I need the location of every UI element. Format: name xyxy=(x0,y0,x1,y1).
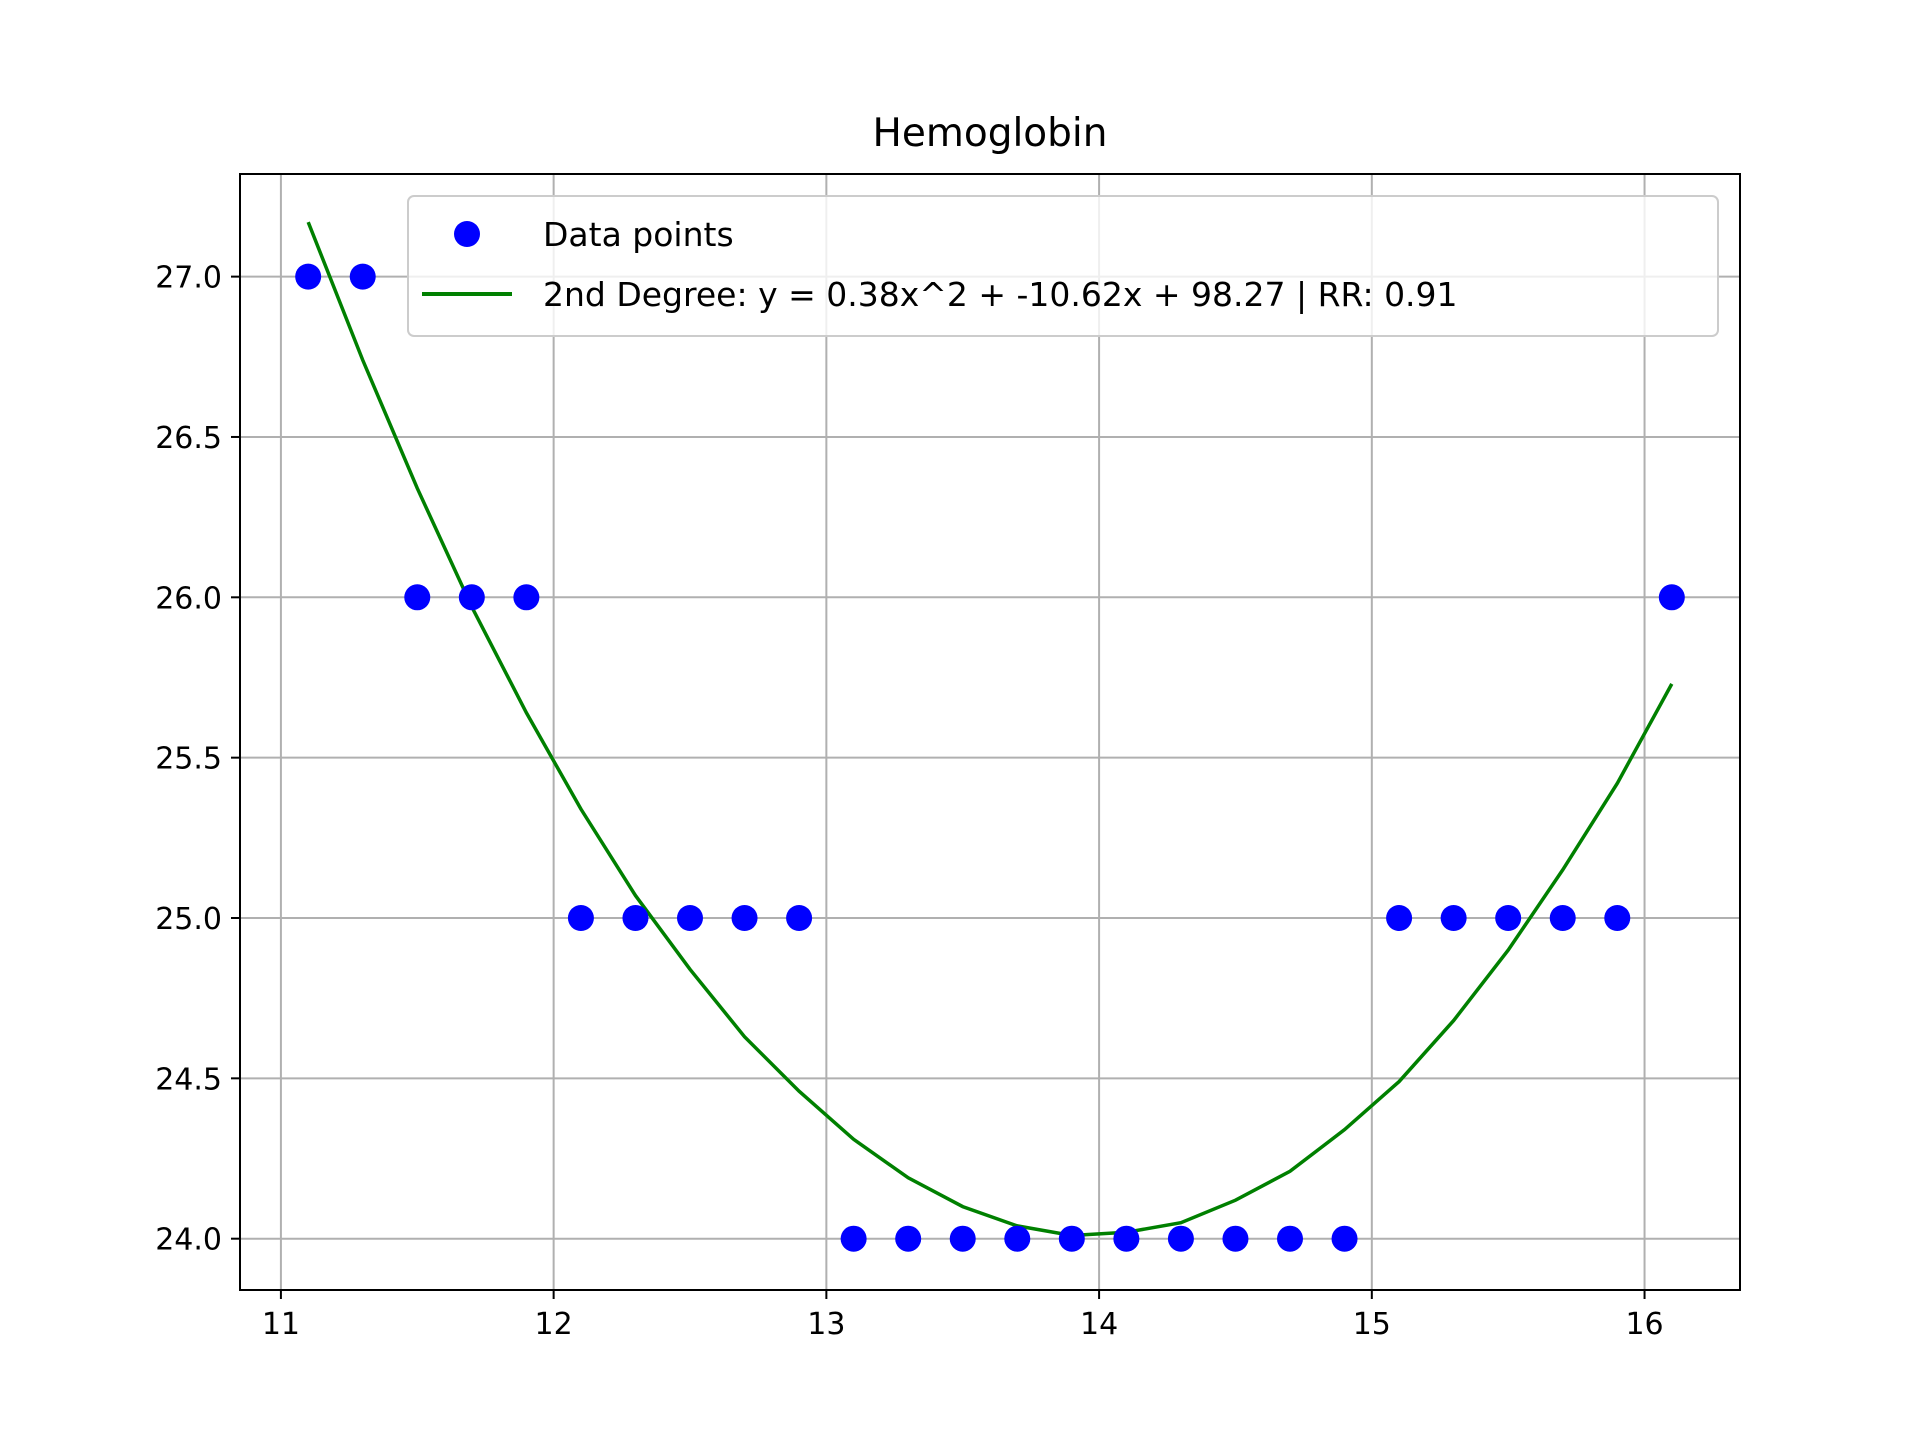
y-tick-label: 27.0 xyxy=(155,261,222,296)
chart-title: Hemoglobin xyxy=(873,111,1108,156)
data-point xyxy=(295,263,322,290)
y-tick-label: 26.5 xyxy=(155,421,222,456)
data-point xyxy=(1277,1225,1303,1252)
x-tick-label: 14 xyxy=(1080,1307,1118,1342)
plot-frame xyxy=(239,173,1741,1291)
fit-line xyxy=(306,221,1674,1238)
data-point xyxy=(1004,1225,1031,1252)
x-tick-label: 15 xyxy=(1353,1307,1391,1342)
data-point xyxy=(349,263,376,290)
data-points xyxy=(295,263,1685,1252)
y-tick-label: 25.5 xyxy=(155,742,222,777)
x-axis-ticks: 11 12 13 14 15 16 xyxy=(262,1290,1664,1342)
data-point xyxy=(731,905,758,931)
y-tick-label: 24.0 xyxy=(155,1223,222,1258)
data-point xyxy=(1167,1225,1194,1252)
data-point xyxy=(513,584,540,611)
x-tick-label: 16 xyxy=(1625,1307,1663,1342)
x-tick-label: 12 xyxy=(535,1307,573,1342)
data-point xyxy=(567,905,594,931)
data-point xyxy=(458,584,485,611)
data-point xyxy=(949,1225,976,1252)
legend-box xyxy=(407,195,1719,337)
legend-scatter-marker xyxy=(454,221,480,247)
data-point xyxy=(1331,1225,1358,1252)
data-point xyxy=(786,905,813,931)
data-point xyxy=(1604,905,1631,931)
data-point xyxy=(1549,905,1576,931)
data-point xyxy=(895,1225,922,1252)
data-point xyxy=(1658,584,1685,611)
legend-label-fit: 2nd Degree: y = 0.38x^2 + -10.62x + 98.2… xyxy=(543,275,1458,314)
grid xyxy=(240,174,1740,1290)
data-point xyxy=(1113,1225,1140,1252)
y-tick-label: 25.0 xyxy=(155,902,222,937)
y-axis-ticks: 24.0 24.5 25.0 25.5 26.0 26.5 27.0 xyxy=(155,261,240,1258)
x-tick-label: 13 xyxy=(807,1307,845,1342)
data-point xyxy=(677,905,703,931)
data-point xyxy=(1386,905,1413,931)
legend-label-data-points: Data points xyxy=(543,215,734,254)
data-point xyxy=(1440,905,1467,931)
data-point xyxy=(1058,1225,1085,1252)
data-point xyxy=(404,584,431,611)
data-point xyxy=(622,905,649,931)
data-point xyxy=(840,1225,867,1252)
legend: Data points 2nd Degree: y = 0.38x^2 + -1… xyxy=(407,195,1719,337)
data-point xyxy=(1222,1225,1249,1252)
fit-line-layer xyxy=(306,221,1674,1238)
y-tick-label: 26.0 xyxy=(155,581,222,616)
data-point xyxy=(1495,905,1522,931)
y-tick-label: 24.5 xyxy=(155,1062,222,1097)
x-tick-label: 11 xyxy=(262,1307,300,1342)
